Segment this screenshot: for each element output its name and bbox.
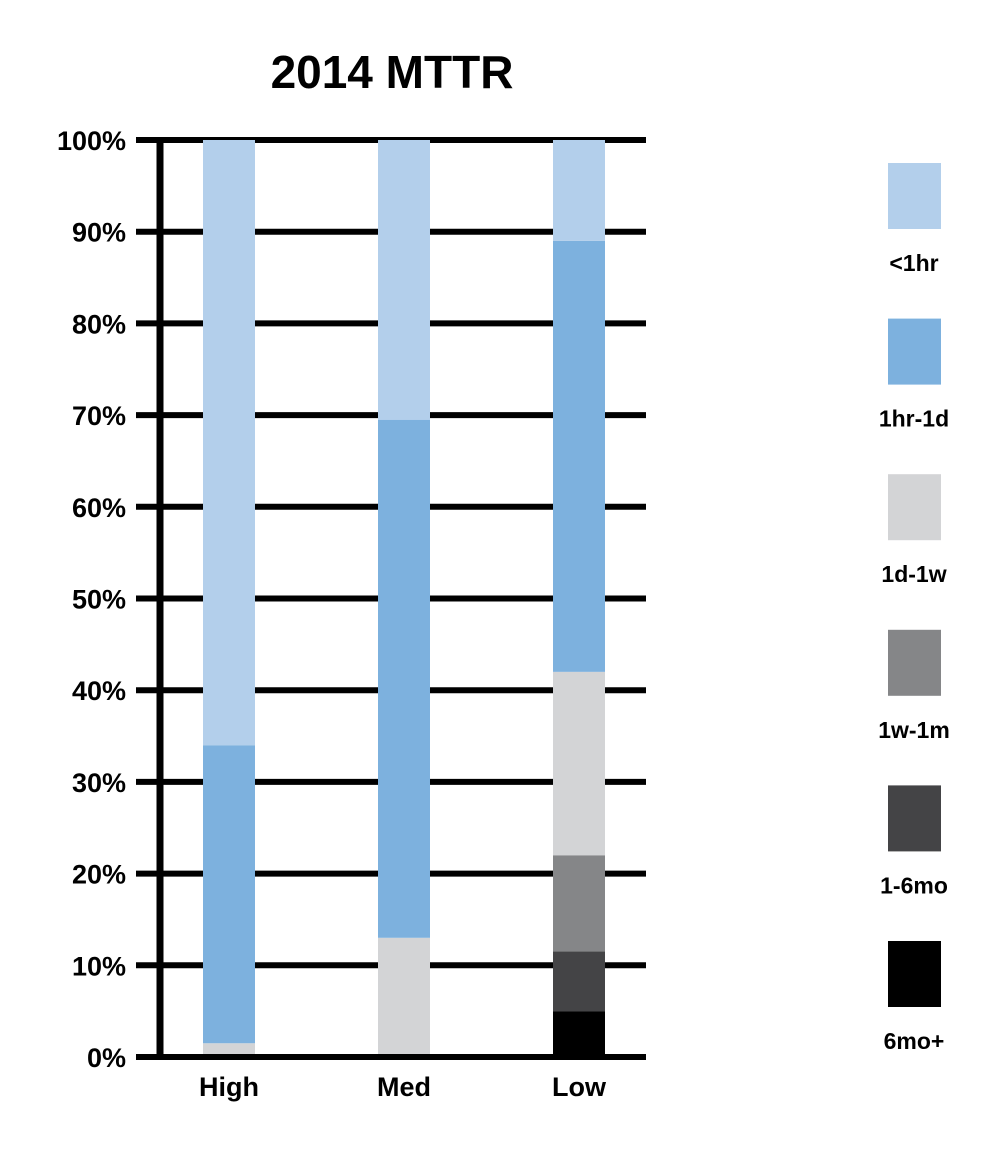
y-tick-label: 70%: [72, 401, 126, 431]
bar-segment: [553, 855, 605, 952]
bar-segment: [553, 951, 605, 1012]
y-tick-label: 60%: [72, 493, 126, 523]
x-tick-label: High: [199, 1072, 259, 1102]
legend-label: 1d-1w: [881, 561, 946, 587]
legend: <1hr 1hr-1d 1d-1w 1w-1m 1-6mo 6mo+: [878, 163, 950, 1054]
bar-segment: [553, 1011, 605, 1057]
bar-segment: [553, 240, 605, 672]
legend-label: 1-6mo: [880, 872, 948, 898]
y-tick-label: 0%: [87, 1043, 126, 1073]
bars: [203, 140, 605, 1057]
y-tick-label: 30%: [72, 768, 126, 798]
legend-swatch: [888, 785, 941, 852]
y-tick-label: 20%: [72, 860, 126, 890]
bar-segment: [378, 937, 430, 1057]
x-category-labels: High Med Low: [199, 1072, 607, 1102]
bar-segment: [378, 419, 430, 938]
y-tick-label: 40%: [72, 676, 126, 706]
bar-segment: [553, 140, 605, 241]
x-tick-label: Low: [552, 1072, 607, 1102]
y-tick-label: 10%: [72, 951, 126, 981]
legend-label: 1w-1m: [878, 717, 950, 743]
legend-swatch: [888, 629, 941, 696]
bar-segment: [553, 671, 605, 856]
bar-segment: [203, 745, 255, 1044]
y-tick-labels: 0% 10% 20% 30% 40% 50% 60% 70% 80% 90% 100%: [57, 126, 126, 1073]
bar-segment: [378, 140, 430, 420]
x-tick-label: Med: [377, 1072, 431, 1102]
legend-label: <1hr: [889, 250, 938, 276]
y-tick-label: 90%: [72, 218, 126, 248]
axes: [136, 137, 646, 1060]
y-tick-label: 80%: [72, 309, 126, 339]
bar-segment: [203, 140, 255, 746]
chart-title: 2014 MTTR: [271, 46, 514, 98]
legend-label: 6mo+: [884, 1028, 945, 1054]
y-tick-label: 50%: [72, 585, 126, 615]
legend-swatch: [888, 474, 941, 541]
legend-swatch: [888, 318, 941, 385]
bar-segment: [203, 1043, 255, 1057]
y-tick-label: 100%: [57, 126, 126, 156]
legend-label: 1hr-1d: [879, 406, 949, 432]
legend-swatch: [888, 163, 941, 229]
legend-swatch: [888, 941, 941, 1007]
